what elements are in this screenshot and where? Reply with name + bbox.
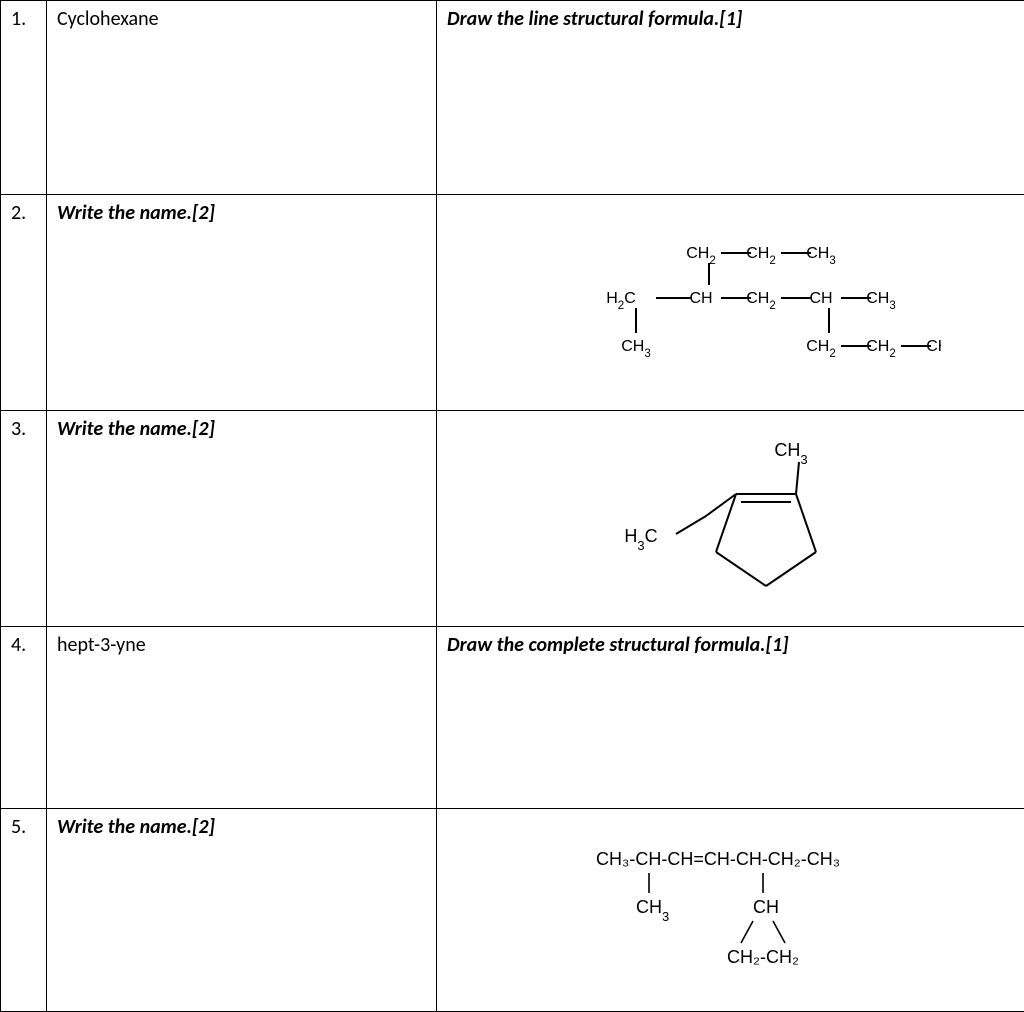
worksheet-table: 1. Cyclohexane Draw the line structural fo… (0, 0, 1024, 1012)
svg-text:CH₂-CH₂: CH₂-CH₂ (727, 947, 799, 967)
left-text: Write the name.[2] (57, 417, 215, 441)
left-cell: Write the name.[2] (47, 195, 437, 411)
row-number: 4. (1, 627, 47, 809)
left-text: hept-3-yne (57, 633, 146, 657)
svg-text:CH2: CH2 (746, 245, 776, 267)
chem-diagram: CH3 H3C (437, 411, 1024, 626)
left-text: Write the name.[2] (57, 201, 215, 225)
chem-diagram: CH2 CH2 CH3 H2C CH CH2 CH CH3 CH3 CH2 CH2 CH3 (437, 195, 1024, 410)
left-text: Write the name.[2] (57, 815, 215, 839)
svg-text:CH₃-CH-CH=CH-CH-CH₂-CH₃: CH₃-CH-CH=CH-CH-CH₂-CH₃ (596, 849, 840, 869)
right-cell: Draw the line structural formula.[1] (437, 1, 1024, 195)
left-text: Cyclohexane (57, 7, 159, 31)
chem-diagram: CH₃-CH-CH=CH-CH-CH₂-CH₃ CH3 CH CH₂-CH₂ (437, 809, 1024, 1011)
svg-text:CH2: CH2 (866, 338, 896, 360)
right-cell: CH2 CH2 CH3 H2C CH CH2 CH CH3 CH3 CH2 CH2 CH3 (437, 195, 1024, 411)
left-cell: Write the name.[2] (47, 809, 437, 1012)
instruction-text: Draw the complete structural formula.[1] (447, 633, 789, 657)
row-number: 2. (1, 195, 47, 411)
svg-text:CH2: CH2 (746, 290, 776, 312)
svg-text:CH: CH (753, 897, 779, 917)
svg-text:H2C: H2C (606, 290, 636, 312)
svg-text:CH3: CH3 (774, 440, 807, 467)
right-cell: CH3 H3C (437, 411, 1024, 627)
svg-text:CH3: CH3 (806, 245, 836, 267)
svg-text:CH: CH (809, 290, 832, 307)
svg-text:CH2: CH2 (686, 245, 716, 267)
left-cell: Write the name.[2] (47, 411, 437, 627)
worksheet-page: 1. Cyclohexane Draw the line structural fo… (0, 0, 1024, 1011)
svg-text:CH3: CH3 (621, 338, 651, 360)
svg-text:H3C: H3C (624, 526, 657, 553)
row-number: 5. (1, 809, 47, 1012)
row-number: 1. (1, 1, 47, 195)
svg-text:CH3: CH3 (866, 290, 896, 312)
svg-text:CH: CH (689, 290, 712, 307)
instruction-text: Draw the line structural formula.[1] (447, 7, 742, 31)
svg-text:CH3: CH3 (926, 338, 941, 360)
svg-text:CH3: CH3 (636, 897, 669, 924)
row-number: 3. (1, 411, 47, 627)
left-cell: Cyclohexane (47, 1, 437, 195)
left-cell: hept-3-yne (47, 627, 437, 809)
right-cell: CH₃-CH-CH=CH-CH-CH₂-CH₃ CH3 CH CH₂-CH₂ (437, 809, 1024, 1012)
svg-text:CH2: CH2 (806, 338, 836, 360)
right-cell: Draw the complete structural formula.[1] (437, 627, 1024, 809)
